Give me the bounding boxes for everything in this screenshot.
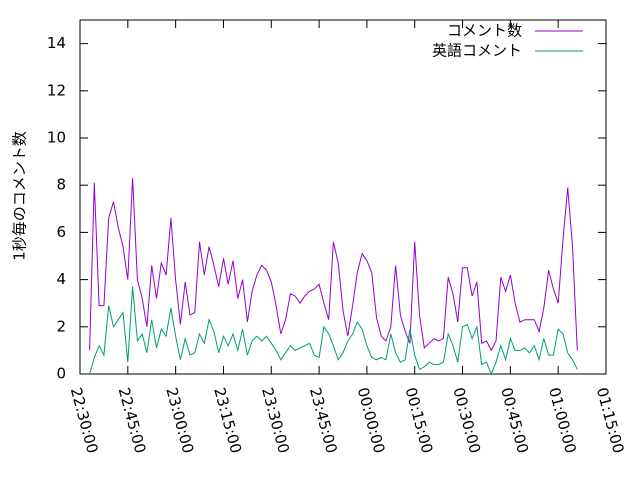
y-tick-label: 0 [56,365,66,383]
x-tick-label: 00:00:00 [354,386,389,456]
x-tick-label: 23:45:00 [306,386,341,456]
x-tick-label: 00:30:00 [449,386,484,456]
x-tick-label: 23:30:00 [258,386,293,456]
series-line-1 [89,178,578,352]
x-tick-label: 22:30:00 [67,386,102,456]
x-tick-label: 00:15:00 [402,386,437,456]
x-tick-label: 01:00:00 [545,386,580,456]
x-tick-label: 23:15:00 [210,386,245,456]
legend-label: 英語コメント [432,42,522,60]
x-tick-label: 23:00:00 [162,386,197,456]
y-tick-label: 10 [47,129,66,147]
x-tick-label: 22:45:00 [115,386,150,456]
x-tick-label: 01:15:00 [593,386,628,456]
y-tick-label: 8 [56,176,66,194]
series-line-2 [89,286,578,376]
y-tick-label: 6 [56,223,66,241]
x-tick-label: 00:45:00 [497,386,532,456]
y-axis-label: 1秒毎のコメント数 [11,131,29,261]
axes: 0 2 4 6 8 10 12 14 22:30:00 22:45:00 23:00:00 23:15… [47,19,628,456]
y-tick-label: 4 [56,270,66,288]
plot-frame [79,19,607,375]
y-tick-label: 14 [47,34,66,52]
y-tick-label: 12 [47,81,66,99]
legend-label: コメント数 [447,22,522,40]
series-layer [89,178,578,376]
y-tick-label: 2 [56,317,66,335]
